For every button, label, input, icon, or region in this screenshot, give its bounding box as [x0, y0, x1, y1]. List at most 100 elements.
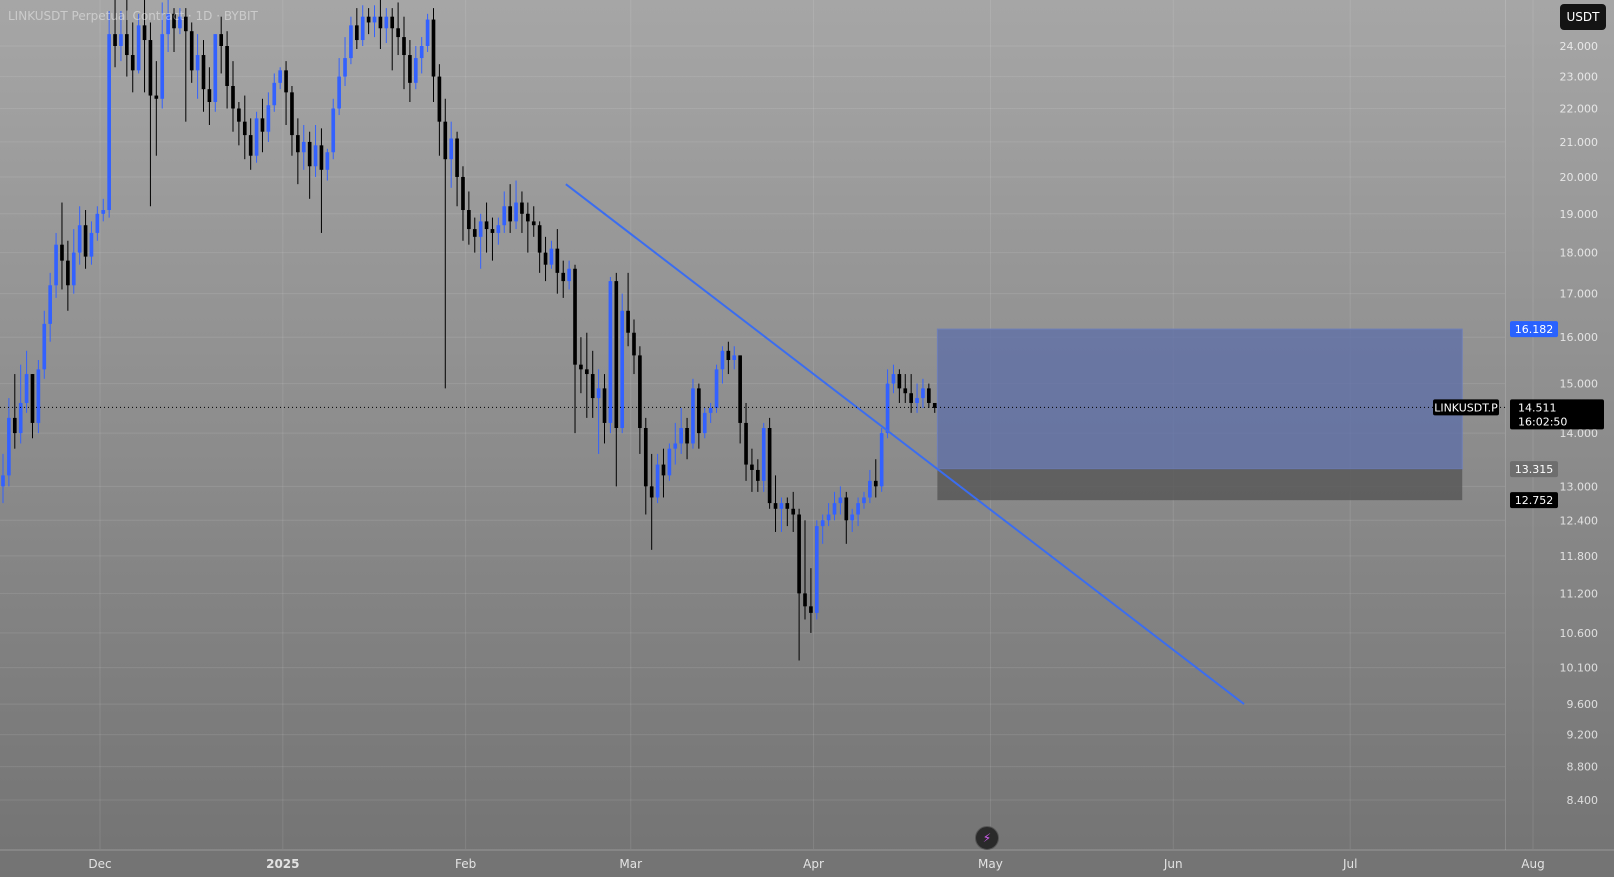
candle-body: [437, 76, 442, 122]
candle-body: [632, 332, 636, 356]
candle-body: [832, 503, 837, 515]
candle-body: [89, 232, 94, 257]
price-axis[interactable]: 24.000 23.000 22.000 21.000 20.000 19.000 18.0…: [1505, 0, 1605, 850]
price-tick-label: 9.200: [1567, 729, 1599, 742]
candle-body: [932, 402, 937, 408]
candle-body: [54, 244, 58, 286]
candle-body: [307, 141, 312, 167]
candle-body: [891, 374, 896, 384]
candle-body: [596, 388, 601, 399]
candle-body: [154, 95, 159, 99]
candle-body: [343, 58, 347, 77]
candle-body: [885, 383, 890, 434]
candle-body: [1, 475, 5, 487]
candle-body: [897, 374, 902, 389]
candle-body: [820, 520, 825, 527]
candle-body: [455, 138, 459, 177]
candle-body: [254, 118, 259, 156]
candle-body: [726, 350, 731, 361]
candle-body: [738, 355, 742, 423]
price-tick-label: 8.800: [1567, 761, 1599, 774]
price-tick-label: 18.000: [1560, 247, 1599, 260]
candle-body: [83, 225, 88, 257]
candle-body: [785, 503, 790, 509]
candle-body: [478, 221, 483, 237]
candle-body: [590, 374, 595, 399]
lightning-icon[interactable]: ⚡: [975, 826, 999, 850]
time-tick-label: Aug: [1521, 857, 1544, 871]
candle-body: [685, 428, 689, 444]
candle-body: [248, 135, 253, 156]
candle-body: [390, 16, 395, 29]
price-tick-label: 21.000: [1560, 136, 1599, 149]
candle-body: [207, 89, 212, 102]
time-axis[interactable]: Dec 2025 Feb Mar Apr May Jun Jul Aug: [0, 849, 1614, 871]
candle-body: [107, 34, 111, 211]
candle-body: [750, 464, 754, 470]
candle-body: [526, 213, 530, 222]
time-tick-label: 2025: [266, 857, 299, 871]
candle-body: [620, 310, 625, 429]
price-zones[interactable]: [936, 328, 1463, 501]
candle-body: [531, 221, 536, 226]
time-tick-label: Jun: [1163, 857, 1183, 871]
candle-body: [567, 268, 571, 282]
candle-body: [862, 497, 866, 504]
price-tick-label: 10.100: [1560, 662, 1599, 675]
candle-body: [260, 118, 265, 132]
zone-price-label: 13.315: [1515, 463, 1554, 476]
currency-button[interactable]: USDT: [1560, 4, 1606, 30]
price-tick-label: 24.000: [1560, 40, 1599, 53]
price-zone-upper: [936, 328, 1463, 470]
candle-body: [237, 108, 241, 122]
candle-body: [331, 108, 336, 153]
candle-body: [844, 497, 849, 521]
candle-body: [313, 145, 318, 167]
price-tick-label: 12.400: [1560, 514, 1599, 527]
candle-body: [809, 606, 813, 613]
candle-body: [60, 244, 64, 261]
price-tick-label: 20.000: [1560, 171, 1599, 184]
candle-body: [921, 388, 925, 399]
candle-body: [638, 355, 642, 429]
candle-body: [673, 443, 678, 449]
candle-body: [360, 16, 365, 41]
trendline-group[interactable]: [565, 183, 1245, 705]
candle-body: [431, 19, 436, 77]
candle-body: [879, 433, 884, 487]
candle-body: [514, 202, 518, 222]
candle-body: [413, 58, 418, 83]
symbol-tag-bg: [1433, 399, 1499, 416]
candle-body: [838, 497, 843, 504]
candle-body: [697, 388, 701, 434]
candle-body: [425, 19, 430, 46]
candle-body: [266, 105, 271, 132]
candle-body: [160, 34, 165, 99]
candle-body: [178, 16, 182, 29]
candle-body: [142, 25, 147, 41]
candle-body: [626, 310, 630, 333]
candle-body: [579, 364, 583, 370]
candle-body: [325, 152, 330, 170]
candle-body: [761, 428, 766, 481]
candle-body: [496, 225, 501, 233]
candle-body: [213, 34, 218, 102]
candle-body: [767, 428, 772, 504]
candle-body: [803, 593, 807, 607]
candle-body: [349, 25, 353, 59]
time-tick-label: Jul: [1342, 857, 1357, 871]
candle-body: [773, 503, 778, 509]
zone-price-label: 16.182: [1515, 323, 1554, 336]
candle-body: [166, 13, 170, 35]
candle-body: [408, 55, 412, 83]
candle-body: [502, 206, 507, 226]
candle-body: [242, 121, 247, 136]
candle-body: [702, 412, 707, 434]
candle-body: [66, 260, 70, 286]
candle-body: [868, 480, 872, 498]
candle-body: [113, 34, 117, 46]
time-tick-label: May: [978, 857, 1003, 871]
candle-body: [797, 514, 801, 594]
